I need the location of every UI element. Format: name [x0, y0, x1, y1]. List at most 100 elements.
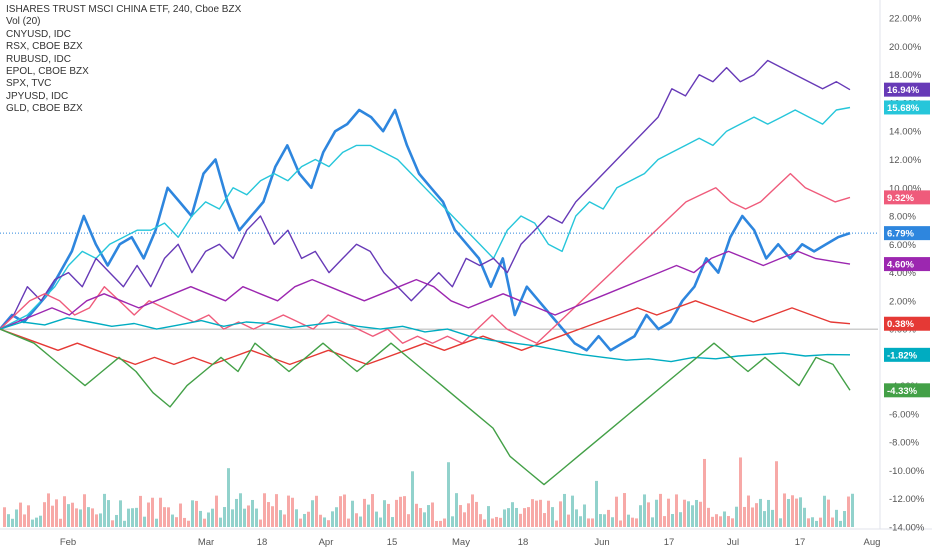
volume-bar: [303, 513, 306, 527]
volume-bar: [687, 501, 690, 527]
x-tick-label: 15: [387, 537, 398, 548]
volume-bar: [823, 495, 826, 527]
series-line[interactable]: [0, 172, 851, 344]
volume-bar: [831, 517, 834, 527]
legend-item[interactable]: GLD, CBOE BZX: [6, 103, 83, 115]
volume-bar: [463, 512, 466, 527]
volume-bar: [683, 499, 686, 527]
volume-bar: [647, 502, 650, 527]
series-line[interactable]: [0, 59, 851, 330]
volume-bar: [47, 493, 50, 527]
volume-bar: [755, 503, 758, 527]
volume-bar: [263, 493, 266, 527]
legend-item[interactable]: Vol (20): [6, 16, 41, 28]
y-tick-label: 2.00%: [889, 296, 916, 307]
y-tick-label: 10.00%: [889, 183, 922, 194]
volume-bar: [115, 514, 118, 527]
volume-bar: [791, 495, 794, 527]
volume-bar: [55, 499, 58, 527]
volume-bar: [739, 457, 742, 527]
legend-item[interactable]: SPX, TVC: [6, 78, 52, 90]
series-line[interactable]: [0, 328, 851, 486]
volume-bar: [635, 518, 638, 527]
volume-bar: [355, 513, 358, 527]
last-value-badge: [884, 100, 930, 115]
legend-item[interactable]: RUBUSD, IDC: [6, 53, 72, 65]
volume-bar: [415, 503, 418, 527]
volume-bar: [203, 518, 206, 527]
volume-bar: [159, 497, 162, 527]
volume-bar: [51, 505, 54, 527]
volume-bar: [475, 501, 478, 527]
volume-bar: [731, 518, 734, 527]
volume-bar: [835, 509, 838, 527]
volume-bar: [503, 509, 506, 527]
volume-bar: [787, 498, 790, 527]
x-tick-label: 17: [664, 537, 675, 548]
legend-item[interactable]: RSX, CBOE BZX: [6, 41, 83, 53]
volume-bar: [35, 517, 38, 527]
volume-bar: [247, 505, 250, 527]
y-tick-label: 4.00%: [889, 268, 916, 279]
last-value-label: 15.68%: [887, 103, 920, 114]
series-line[interactable]: [0, 300, 851, 366]
volume-bar: [511, 502, 514, 527]
volume-bar: [695, 499, 698, 527]
volume-bar: [531, 499, 534, 527]
volume-bar: [347, 518, 350, 527]
volume-bar: [307, 511, 310, 527]
last-value-label: 4.60%: [887, 260, 914, 271]
last-value-label: 6.79%: [887, 229, 914, 240]
volume-bar: [555, 520, 558, 527]
volume-bar: [207, 512, 210, 527]
volume-bar: [151, 497, 154, 527]
x-tick-label: Jun: [594, 537, 609, 548]
volume-bar: [391, 517, 394, 527]
volume-bar: [535, 500, 538, 527]
volume-bar: [567, 514, 570, 527]
series-line[interactable]: [0, 108, 851, 352]
volume-bar: [155, 518, 158, 527]
volume-bar: [23, 514, 26, 527]
volume-bar: [395, 499, 398, 527]
volume-bar: [187, 520, 190, 527]
volume-bar: [807, 518, 810, 527]
volume-bar: [107, 500, 110, 527]
volume-bar: [43, 502, 46, 527]
legend-item[interactable]: JPYUSD, IDC: [6, 90, 69, 102]
volume-bar: [339, 496, 342, 527]
y-tick-label: -12.00%: [889, 494, 925, 505]
volume-bar: [31, 519, 34, 527]
series-line[interactable]: [0, 250, 851, 330]
volume-bar: [195, 500, 198, 527]
volume-bar: [811, 517, 814, 527]
volume-bar: [331, 511, 334, 527]
volume-bar: [439, 520, 442, 527]
volume-bar: [559, 501, 562, 527]
volume-bar: [763, 511, 766, 527]
series-line[interactable]: [0, 317, 851, 363]
volume-bar: [723, 511, 726, 527]
volume-bar: [315, 495, 318, 527]
volume-bar: [715, 514, 718, 527]
y-tick-label: -8.00%: [889, 438, 920, 449]
volume-bar: [39, 515, 42, 527]
legend-item[interactable]: CNYUSD, IDC: [6, 28, 72, 40]
series-line[interactable]: [0, 106, 851, 330]
volume-bar: [819, 517, 822, 527]
volume-bar: [379, 517, 382, 527]
volume-bar: [591, 518, 594, 527]
last-value-badge: [884, 347, 930, 362]
volume-bar: [287, 495, 290, 527]
volume-bar: [451, 516, 454, 527]
volume-bar: [119, 500, 122, 527]
volume-bar: [795, 498, 798, 527]
volume-bar: [139, 495, 142, 527]
volume-bar: [91, 508, 94, 527]
legend-item[interactable]: EPOL, CBOE BZX: [6, 66, 89, 78]
volume-bar: [179, 503, 182, 527]
volume-bar: [751, 507, 754, 527]
volume-bar: [583, 504, 586, 527]
volume-bar: [843, 511, 846, 527]
